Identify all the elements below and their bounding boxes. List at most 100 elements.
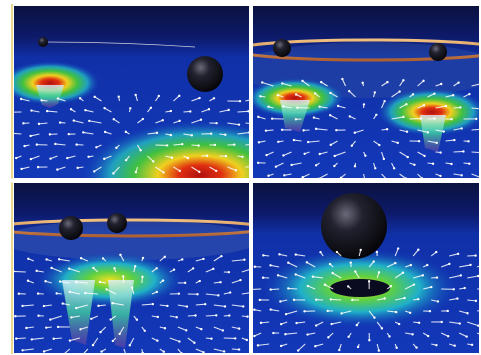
arrow-head <box>208 108 210 110</box>
field-arrow <box>271 289 279 290</box>
arrow-head <box>191 134 193 136</box>
arrow-head <box>477 324 479 326</box>
arrow-head <box>181 258 183 260</box>
arrow-head <box>329 114 331 116</box>
arrow-head <box>253 309 255 311</box>
arrow-head <box>186 305 188 307</box>
arrow-head <box>281 82 283 84</box>
arrow-head <box>383 158 385 160</box>
arrow-head <box>329 92 331 94</box>
arrow-head <box>410 264 412 266</box>
arrow-head <box>397 142 399 144</box>
arrow-head <box>79 97 81 99</box>
arrow-head <box>407 156 409 158</box>
arrow-head <box>49 133 51 135</box>
arrow-head <box>361 82 363 84</box>
arrow-head <box>8 111 10 113</box>
arrow-head <box>285 313 287 315</box>
arrow-head <box>283 174 285 176</box>
visualization-grid <box>0 0 481 355</box>
arrow-head <box>464 287 466 289</box>
arrow-head <box>22 122 24 124</box>
arrow-head <box>468 162 470 164</box>
arrow-head <box>411 333 413 335</box>
arrow-head <box>351 299 353 301</box>
arrow-head <box>238 327 240 329</box>
arrow-head <box>432 163 434 165</box>
arrow-head <box>295 253 297 255</box>
arrow-head <box>347 336 349 338</box>
arrow-head <box>170 110 172 112</box>
arrow-head <box>20 98 22 100</box>
arrow-head <box>59 280 61 282</box>
arrow-head <box>178 340 180 342</box>
arrow-head <box>103 158 105 160</box>
arrow-head <box>452 94 454 96</box>
arrow-head <box>260 322 262 324</box>
arrow-head <box>125 131 127 133</box>
arrow-head <box>368 280 370 282</box>
arrow-head <box>475 118 477 120</box>
arrow-head <box>75 281 77 283</box>
panel-bottom-left <box>0 183 265 355</box>
arrow-head <box>405 103 407 105</box>
arrow-head <box>319 251 321 253</box>
black-hole <box>38 37 48 47</box>
arrow-head <box>234 337 236 339</box>
arrow-head <box>439 151 441 153</box>
arrow-head <box>129 344 131 346</box>
arrow-head <box>453 288 455 290</box>
arrow-head <box>239 100 241 102</box>
arrow-head <box>142 257 144 259</box>
arrow-head <box>179 170 181 172</box>
arrow-head <box>475 300 477 302</box>
arrow-head <box>433 92 435 94</box>
arrow-head <box>436 142 438 144</box>
arrow-head <box>30 109 32 111</box>
arrow-head <box>426 264 428 266</box>
arrow-head <box>363 103 365 105</box>
arrow-head <box>295 322 297 324</box>
arrow-head <box>381 327 383 329</box>
arrow-head <box>166 305 168 307</box>
arrow-head <box>341 78 343 80</box>
arrow-head <box>261 81 263 83</box>
arrow-head <box>31 338 33 340</box>
arrow-head <box>454 345 456 347</box>
arrow-head <box>303 310 305 312</box>
arrow-head <box>272 332 274 334</box>
arrow-head <box>59 121 61 123</box>
arrow-head <box>390 285 392 287</box>
arrow-head <box>459 322 461 324</box>
panel-bottom-right <box>250 183 481 353</box>
arrow-head <box>443 130 445 132</box>
arrow-head <box>53 338 55 340</box>
arrow-head <box>348 90 350 92</box>
arrow-head <box>27 258 29 260</box>
arrow-head <box>333 155 335 157</box>
arrow-head <box>129 107 131 109</box>
arrow-head <box>340 312 342 314</box>
arrow-head <box>315 128 317 130</box>
arrow-head <box>40 99 42 101</box>
arrow-head <box>14 315 16 317</box>
arrow-head <box>293 139 295 141</box>
arrow-head <box>18 292 20 294</box>
arrow-head <box>156 132 158 134</box>
arrow-head <box>224 305 226 307</box>
arrow-head <box>439 175 441 177</box>
arrow-head <box>192 267 194 269</box>
arrow-head <box>111 302 113 304</box>
arrow-head <box>423 155 425 157</box>
arrow-head <box>44 280 46 282</box>
arrow-head <box>350 261 352 263</box>
arrow-head <box>87 156 89 158</box>
arrow-head <box>423 104 425 106</box>
arrow-head <box>267 175 269 177</box>
arrow-head <box>354 132 356 134</box>
arrow-head <box>90 318 92 320</box>
field-arrow <box>206 315 216 316</box>
arrow-head <box>447 310 449 312</box>
arrow-head <box>460 274 462 276</box>
arrow-head <box>225 155 227 157</box>
